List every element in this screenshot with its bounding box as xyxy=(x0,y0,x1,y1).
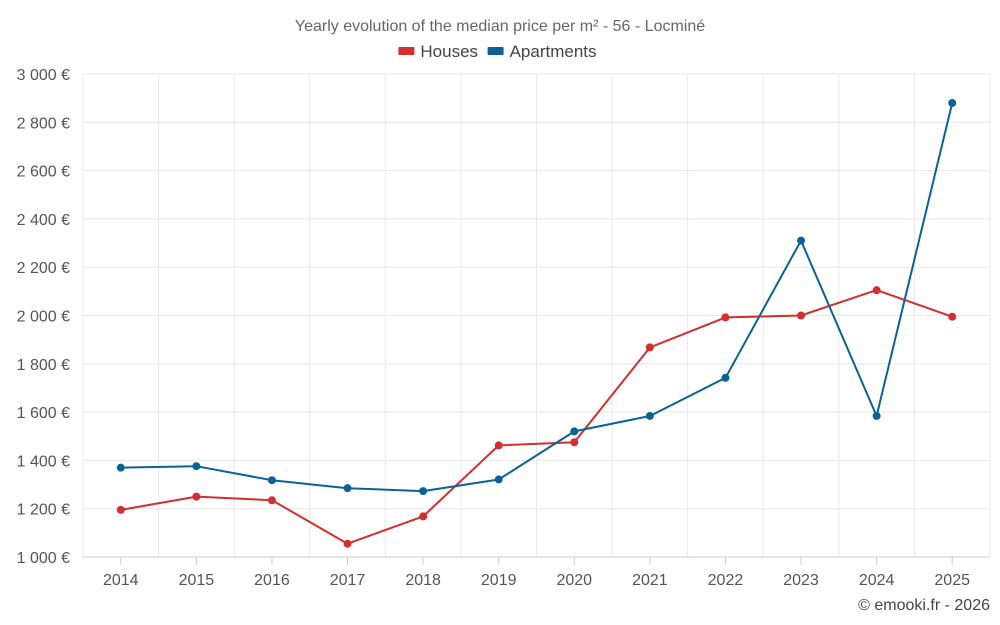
x-tick-label: 2017 xyxy=(330,572,366,589)
houses-point-2025 xyxy=(948,312,957,321)
houses-point-2017 xyxy=(343,539,352,548)
houses-point-2021 xyxy=(645,343,654,352)
apartments-point-2017 xyxy=(343,484,352,493)
credit-text: © emooki.fr - 2026 xyxy=(858,597,990,614)
y-tick-label: 1 600 € xyxy=(17,405,70,422)
apartments-point-2014 xyxy=(116,463,125,472)
legend-swatch-apartments xyxy=(487,47,504,55)
houses-point-2015 xyxy=(192,492,201,501)
x-tick-label: 2020 xyxy=(556,572,592,589)
legend-label-houses[interactable]: Houses xyxy=(420,42,478,61)
houses-point-2014 xyxy=(116,505,125,514)
y-tick-label: 2 400 € xyxy=(17,212,70,229)
x-tick-label: 2014 xyxy=(103,572,139,589)
y-tick-label: 3 000 € xyxy=(17,67,70,84)
apartments-point-2019 xyxy=(494,475,503,484)
x-tick-label: 2019 xyxy=(481,572,517,589)
apartments-point-2018 xyxy=(419,487,428,496)
legend-label-apartments[interactable]: Apartments xyxy=(510,42,597,61)
y-tick-label: 1 800 € xyxy=(17,357,70,374)
apartments-point-2023 xyxy=(797,236,806,245)
houses-point-2022 xyxy=(721,313,730,322)
y-tick-label: 2 600 € xyxy=(17,164,70,181)
apartments-point-2016 xyxy=(267,476,276,485)
apartments-point-2024 xyxy=(872,411,881,420)
apartments-point-2015 xyxy=(192,462,201,471)
houses-point-2018 xyxy=(419,512,428,521)
y-tick-label: 2 000 € xyxy=(17,309,70,326)
y-tick-label: 1 200 € xyxy=(17,502,70,519)
houses-point-2024 xyxy=(872,286,881,295)
houses-point-2016 xyxy=(267,496,276,505)
x-tick-label: 2024 xyxy=(859,572,895,589)
houses-line xyxy=(120,289,953,545)
apartments-point-2025 xyxy=(948,98,957,107)
chart-title: Yearly evolution of the median price per… xyxy=(295,18,705,35)
houses-point-2020 xyxy=(570,438,579,447)
x-tick-label: 2018 xyxy=(405,572,441,589)
apartments-point-2022 xyxy=(721,373,730,382)
x-tick-label: 2022 xyxy=(708,572,744,589)
y-tick-label: 2 800 € xyxy=(17,115,70,132)
y-tick-label: 1 400 € xyxy=(17,453,70,470)
x-tick-label: 2025 xyxy=(934,572,970,589)
apartments-line xyxy=(120,102,954,493)
x-tick-label: 2021 xyxy=(632,572,668,589)
x-tick-label: 2015 xyxy=(179,572,215,589)
legend-swatch-houses xyxy=(398,47,415,55)
y-tick-label: 1 000 € xyxy=(17,550,70,567)
x-tick-label: 2023 xyxy=(783,572,819,589)
houses-point-2023 xyxy=(797,311,806,320)
y-tick-label: 2 200 € xyxy=(17,260,70,277)
apartments-point-2021 xyxy=(645,411,654,420)
apartments-point-2020 xyxy=(570,427,579,436)
x-tick-label: 2016 xyxy=(254,572,290,589)
houses-point-2019 xyxy=(494,441,503,450)
